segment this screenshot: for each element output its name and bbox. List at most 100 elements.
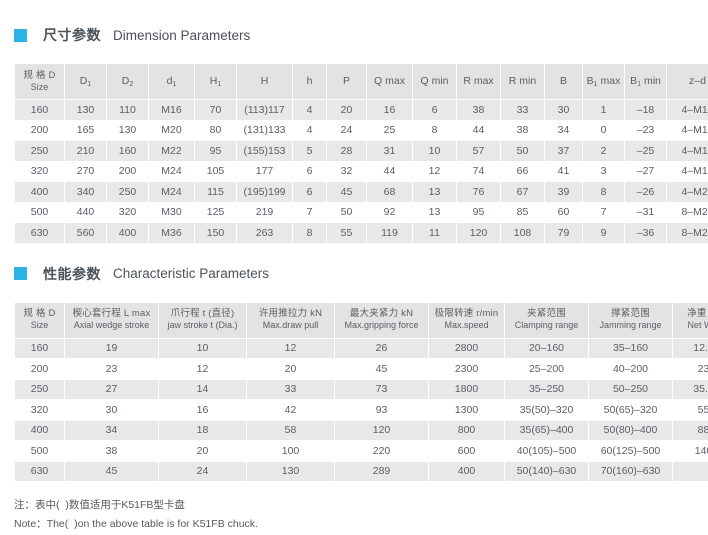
table-cell: 200 [15,120,65,141]
table-cell: 28 [327,141,367,162]
table-cell: 320 [15,161,65,182]
table-cell: 14 [159,379,247,400]
table-cell: 140 [673,441,708,462]
col-h: H [237,64,293,100]
table-cell: 289 [335,461,429,482]
col-max-speed: 极限转速 r/min Max.speed [429,302,505,338]
header-row: 规 格 D Size D1 D2 d1 H1 H h P Q max Q min… [15,64,708,100]
table-cell: 10 [159,338,247,359]
table-cell: 38 [65,441,159,462]
section-title-en: Characteristic Parameters [113,266,269,281]
table-cell: 92 [367,202,413,223]
table-cell: 8 [413,120,457,141]
table-cell: 35–160 [589,338,673,359]
col-h1: H1 [195,64,237,100]
table-cell: 6 [293,182,327,203]
table-cell: 6 [293,161,327,182]
col-rmax: R max [457,64,501,100]
table-cell: 263 [237,223,293,244]
spec-sheet-page: 尺寸参数 Dimension Parameters 规 格 D Size D1 … [0,0,708,514]
table-cell: 19 [65,338,159,359]
table-cell: 42 [247,400,335,421]
table-cell: 35.5 [673,379,708,400]
table-cell: (131)133 [237,120,293,141]
table-cell: 119 [367,223,413,244]
table-cell: 125 [195,202,237,223]
table-cell: –23 [625,120,667,141]
table-cell: 4–M12 [667,120,708,141]
table-cell: 40(105)–500 [505,441,589,462]
table-cell: M36 [149,223,195,244]
table-cell: 38 [457,100,501,121]
col-d1-small: d1 [149,64,195,100]
table-cell: 23 [65,359,159,380]
table-cell: 45 [327,182,367,203]
table-cell: 12 [413,161,457,182]
table-cell: 800 [429,420,505,441]
table-cell: 150 [195,223,237,244]
table-cell: 8–M24 [667,223,708,244]
table-cell: 16 [367,100,413,121]
section-marker-icon [14,267,27,280]
table-cell: 2800 [429,338,505,359]
col-rmin: R min [501,64,545,100]
table-cell: 37 [545,141,583,162]
table-cell: 95 [195,141,237,162]
table-cell: 210 [65,141,107,162]
col-d1: D1 [65,64,107,100]
table-cell: 80 [195,120,237,141]
table-cell: 88 [673,420,708,441]
table-cell: 44 [457,120,501,141]
table-cell: 58 [247,420,335,441]
table-cell: 9 [583,223,625,244]
table-cell: 73 [335,379,429,400]
col-b: B [545,64,583,100]
table-cell: 250 [15,379,65,400]
col-net-weight: 净重 kg Net WT. [673,302,708,338]
col-zd: z–d [667,64,708,100]
table-cell: 1800 [429,379,505,400]
table-cell: 500 [15,441,65,462]
table-cell: 70(160)–630 [589,461,673,482]
table-cell: 160 [15,100,65,121]
table-cell: 8 [293,223,327,244]
table-cell: 400 [15,420,65,441]
dimension-parameters-table: 规 格 D Size D1 D2 d1 H1 H h P Q max Q min… [14,63,708,244]
table-cell: 400 [429,461,505,482]
table-cell: 200 [107,161,149,182]
table-cell: 500 [15,202,65,223]
table-cell: 30 [65,400,159,421]
table-cell: 4–M16 [667,161,708,182]
section-title-en: Dimension Parameters [113,28,250,43]
table-cell: 50(65)–320 [589,400,673,421]
table-cell: 45 [65,461,159,482]
table-cell: 0 [583,120,625,141]
section-heading-characteristic: 性能参数 Characteristic Parameters [0,263,708,285]
table-cell: –36 [625,223,667,244]
table-cell: 35(50)–320 [505,400,589,421]
table-cell: 320 [15,400,65,421]
table-cell: 66 [501,161,545,182]
table-cell: 95 [457,202,501,223]
table-cell: 41 [545,161,583,182]
table-cell: 13 [413,182,457,203]
table-cell: 108 [501,223,545,244]
col-size: 规 格 D Size [15,64,65,100]
table-cell: 74 [457,161,501,182]
notes-block: 注：表中( )数值适用于K51FB型卡盘 Note：The( )on the a… [14,496,708,535]
table-cell [673,461,708,482]
table-cell: 4–M20 [667,182,708,203]
characteristic-table-header: 规 格 D Size 楔心套行程 L max Axial wedge strok… [15,302,708,338]
col-max-draw-pull: 许用推拉力 kN Max.draw pull [247,302,335,338]
table-cell: 27 [65,379,159,400]
top-spacer [0,0,708,24]
table-cell: 400 [15,182,65,203]
table-cell: 4 [293,100,327,121]
